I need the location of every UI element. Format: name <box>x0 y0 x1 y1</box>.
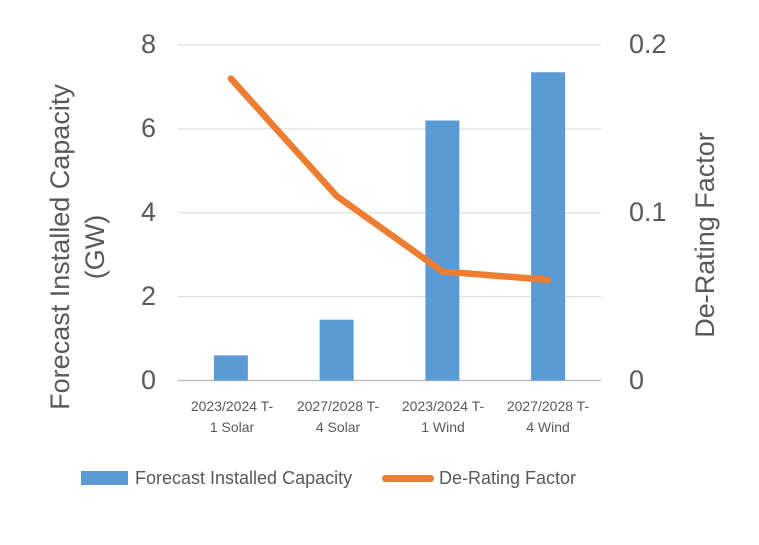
y-left-axis-title-line2: (GW) <box>80 214 110 280</box>
y-right-axis-title: De-Rating Factor <box>690 132 720 338</box>
x-label-line2: 4 Solar <box>315 419 361 435</box>
line-swatch-icon <box>382 474 434 482</box>
x-label-line2: 4 Wind <box>526 419 570 435</box>
x-label-line1: 2027/2028 T- <box>296 398 380 414</box>
y-left-tick: 6 <box>140 113 156 143</box>
bar-segment <box>425 120 460 381</box>
y-right-tick: 0 <box>629 365 645 395</box>
y-left-tick: 8 <box>140 29 156 59</box>
y-right-tick: 0.2 <box>629 29 667 59</box>
legend-item-capacity: Forecast Installed Capacity <box>81 464 352 492</box>
y-right-tick: 0.1 <box>629 197 667 227</box>
y-left-tick: 4 <box>140 197 156 227</box>
legend: Forecast Installed Capacity De-Rating Fa… <box>0 464 759 492</box>
y-left-tick: 2 <box>140 281 156 311</box>
bar-swatch-icon <box>81 471 128 485</box>
bar-segment <box>319 319 354 381</box>
y-left-tick: 0 <box>140 365 156 395</box>
y-left-axis-title: Forecast Installed Capacity (GW) <box>43 27 113 467</box>
x-label-line2: 1 Solar <box>209 419 255 435</box>
x-label-line1: 2027/2028 T- <box>506 398 590 414</box>
bar-segment <box>531 72 566 381</box>
legend-label-derating: De-Rating Factor <box>439 467 577 488</box>
derating-line <box>227 75 552 284</box>
x-category-label: 2027/2028 T- 4 Wind <box>483 396 613 438</box>
y-left-axis-title-line1: Forecast Installed Capacity <box>45 84 75 410</box>
x-label-line1: 2023/2024 T- <box>401 398 485 414</box>
legend-label-capacity: Forecast Installed Capacity <box>135 467 353 488</box>
x-category-label: 2027/2028 T- 4 Solar <box>273 396 403 438</box>
legend-item-derating: De-Rating Factor <box>382 464 576 492</box>
x-category-label: 2023/2024 T- 1 Solar <box>167 396 297 438</box>
x-category-label: 2023/2024 T- 1 Wind <box>378 396 508 438</box>
x-label-line1: 2023/2024 T- <box>190 398 274 414</box>
x-label-line2: 1 Wind <box>421 419 465 435</box>
bar-segment <box>213 355 248 381</box>
